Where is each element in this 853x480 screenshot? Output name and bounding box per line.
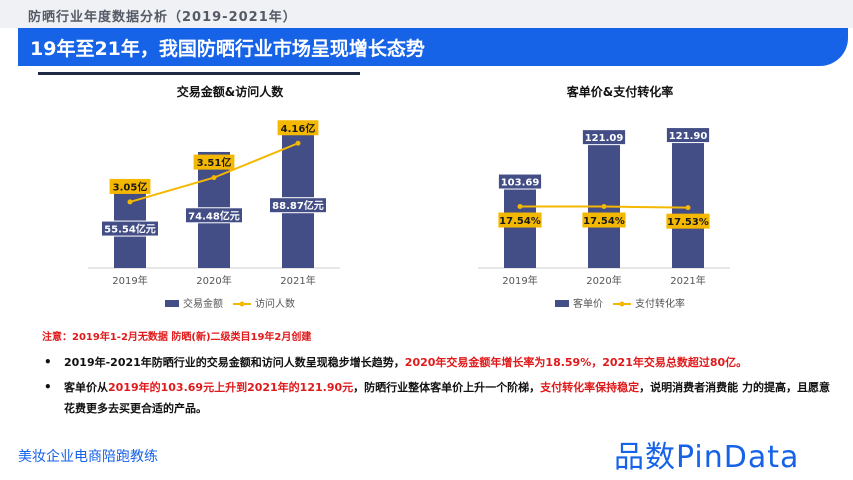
title-banner: 19年至21年，我国防晒行业市场呈现增长态势 [18,28,848,66]
bar-value-label: 74.48亿元 [188,209,240,222]
bullet-highlight: 支付转化率保持稳定 [540,381,640,394]
summary-bullets: • 2019年-2021年防晒行业的交易金额和访问人数呈现稳步增长趋势，2020… [40,352,830,423]
line-point [601,204,607,210]
legend-label: 访问人数 [255,297,295,310]
legend-label: 交易金额 [183,297,223,310]
bar-value-label: 55.54亿元 [104,223,156,236]
data-note: 注意：2019年1-2月无数据 防晒(新)二级类目19年2月创建 [42,332,312,343]
bullet-text: ，防晒行业整体客单价上升一个阶梯， [353,381,541,394]
line-label-box [193,154,235,170]
chart-title: 客单价&支付转化率 [566,84,673,99]
bar-label-box [269,197,327,214]
top-strip [0,0,853,28]
legend-label: 客单价 [573,297,603,310]
chart-title: 交易金额&访问人数 [177,84,284,99]
line-value-label: 17.54% [499,216,541,227]
chart-unit-price-conversion: 客单价&支付转化率 103.69 121.09 121.90 17.54% 17.54% 1… [478,84,730,310]
bar-label-box [581,129,627,146]
bar-label-box [497,173,543,190]
line-label-box [582,212,626,228]
legend-swatch-bar [555,300,569,307]
bar [672,135,704,268]
bullet-text: 客单价从 [64,381,108,394]
bar-label-box [665,127,711,144]
bar [588,137,620,268]
page-title: 防晒行业年度数据分析（2019-2021年） [28,10,297,25]
line-label-box [109,178,151,194]
bullet-highlight: 2019年的103.69元上升到2021年的121.90元 [108,381,354,394]
line-point [127,199,133,205]
bullet-text: 2019年-2021年防晒行业的交易金额和访问人数呈现稳步增长趋势， [64,356,405,369]
legend-swatch-bar [165,300,179,307]
line-value-label: 3.51亿 [197,156,232,169]
line-value-label: 3.05亿 [113,180,148,193]
legend-marker [619,301,625,307]
bullet-highlight: 2020年交易金额年增长率为18.59%，2021年交易总数超过80亿。 [404,356,748,369]
line-label-box [277,120,319,136]
x-tick-label: 2021年 [280,274,315,287]
line-value-label: 17.54% [583,216,625,227]
bar-value-label: 121.90 [669,131,708,142]
line-value-label: 17.53% [667,217,709,228]
line-label-box [666,213,710,229]
bullet-item: • 2019年-2021年防晒行业的交易金额和访问人数呈现稳步增长趋势，2020… [40,352,830,373]
chart-transaction-visitors: 交易金额&访问人数 55.54亿元 74.48亿元 88.87亿元 3.05亿 3.51亿… [88,84,340,310]
line-value-label: 4.16亿 [281,122,316,135]
footer-caption: 美妆企业电商陪跑教练 [18,449,158,465]
x-tick-label: 2021年 [670,274,705,287]
bar-value-label: 103.69 [501,178,540,189]
legend-label: 支付转化率 [635,297,685,310]
banner-title: 19年至21年，我国防晒行业市场呈现增长态势 [30,38,425,60]
bullet-dot: • [44,355,52,369]
line-point [295,140,301,146]
x-tick-label: 2019年 [502,274,537,287]
line-point [517,204,523,210]
x-tick-label: 2020年 [586,274,621,287]
bar-label-box [101,220,159,237]
banner-underline [38,72,360,75]
bar-value-label: 121.09 [585,133,624,144]
legend-marker [239,301,245,307]
line-label-box [498,212,542,228]
x-tick-label: 2019年 [112,274,147,287]
bullet-text: ，说明消费者消费能 力的提高，且愿意花费更多去买更合适的产品。 [64,381,830,415]
bullet-dot: • [44,380,52,394]
brand-logo: 品数PinData [614,440,800,475]
x-tick-label: 2020年 [196,274,231,287]
line-point [211,175,217,181]
line-point [685,205,691,211]
bullet-item: • 客单价从2019年的103.69元上升到2021年的121.90元，防晒行业… [40,377,830,419]
bar-value-label: 88.87亿元 [272,199,324,212]
bar-label-box [185,207,243,224]
